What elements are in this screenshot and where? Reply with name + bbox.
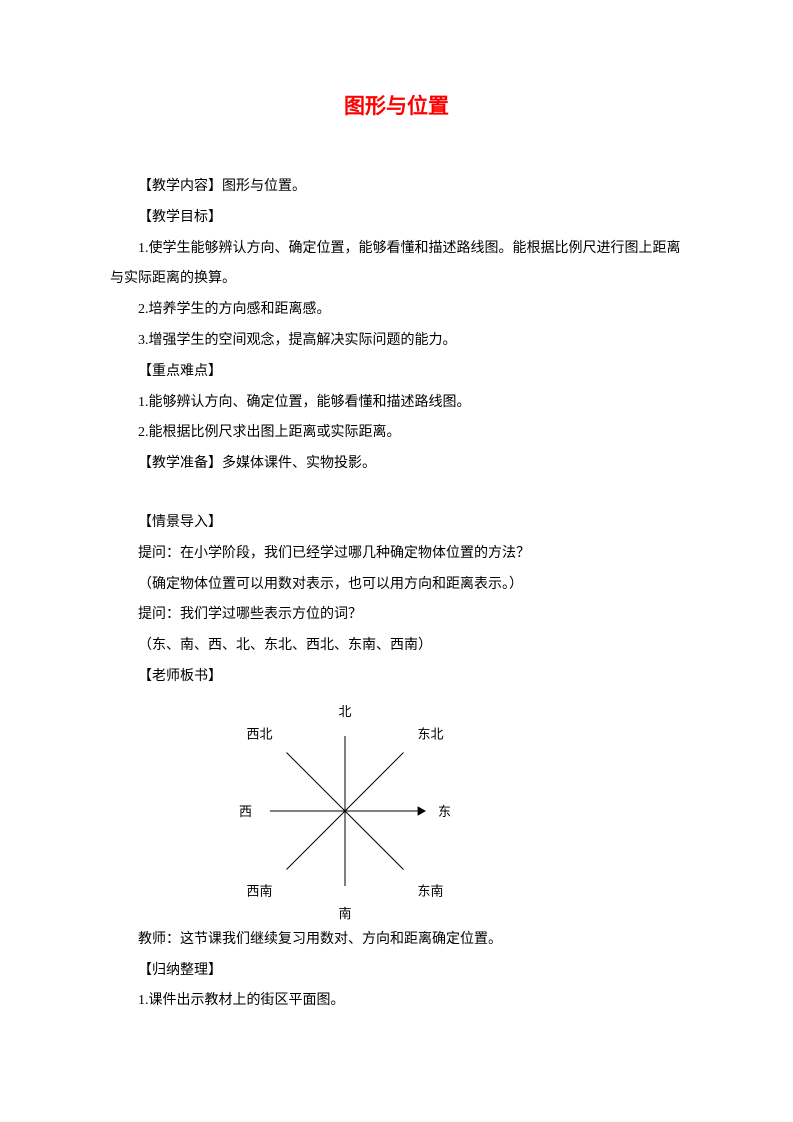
key-difficulty-heading: 【重点难点】 bbox=[110, 357, 683, 388]
compass-label-s: 南 bbox=[338, 906, 351, 921]
question-1: 提问：在小学阶段，我们已经学过哪几种确定物体位置的方法？ bbox=[110, 539, 683, 570]
objective-2: 2.培养学生的方向感和距离感。 bbox=[110, 295, 683, 326]
page: 图形与位置 【教学内容】图形与位置。 【教学目标】 1.使学生能够辨认方向、确定… bbox=[0, 0, 793, 1077]
summary-1: 1.课件出示教材上的街区平面图。 bbox=[110, 986, 683, 1017]
objective-1: 1.使学生能够辨认方向、确定位置，能够看懂和描述路线图。能根据比例尺进行图上距离… bbox=[110, 234, 683, 296]
teacher-board-heading: 【老师板书】 bbox=[110, 662, 683, 693]
compass-label-w: 西 bbox=[239, 804, 252, 819]
key-1: 1.能够辨认方向、确定位置，能够看懂和描述路线图。 bbox=[110, 388, 683, 419]
scenario-intro-heading: 【情景导入】 bbox=[110, 508, 683, 539]
page-title: 图形与位置 bbox=[110, 90, 683, 120]
teacher-statement: 教师：这节课我们继续复习用数对、方向和距离确定位置。 bbox=[110, 925, 683, 956]
compass-label-sw: 西南 bbox=[246, 883, 272, 898]
objective-3: 3.增强学生的空间观念，提高解决实际问题的能力。 bbox=[110, 326, 683, 357]
compass-svg: 北东北东东南南 西南 西 西北 bbox=[230, 701, 460, 921]
key-2: 2.能根据比例尺求出图上距离或实际距离。 bbox=[110, 418, 683, 449]
teaching-objectives-heading: 【教学目标】 bbox=[110, 203, 683, 234]
compass-label-n: 北 bbox=[338, 704, 351, 719]
teaching-content: 【教学内容】图形与位置。 bbox=[110, 172, 683, 203]
compass-label-se: 东南 bbox=[418, 883, 444, 898]
question-2: 提问：我们学过哪些表示方位的词？ bbox=[110, 600, 683, 631]
compass-label-e: 东 bbox=[438, 804, 451, 819]
answer-1: （确定物体位置可以用数对表示，也可以用方向和距离表示。） bbox=[110, 570, 683, 601]
teaching-preparation: 【教学准备】多媒体课件、实物投影。 bbox=[110, 449, 683, 480]
compass-label-nw: 西北 bbox=[246, 726, 272, 741]
summary-heading: 【归纳整理】 bbox=[110, 956, 683, 987]
east-arrow-icon bbox=[418, 806, 426, 816]
compass-label-ne: 东北 bbox=[418, 726, 444, 741]
compass-diagram: 北东北东东南南 西南 西 西北 bbox=[230, 701, 683, 921]
answer-2: （东、南、西、北、东北、西北、东南、西南） bbox=[110, 631, 683, 662]
